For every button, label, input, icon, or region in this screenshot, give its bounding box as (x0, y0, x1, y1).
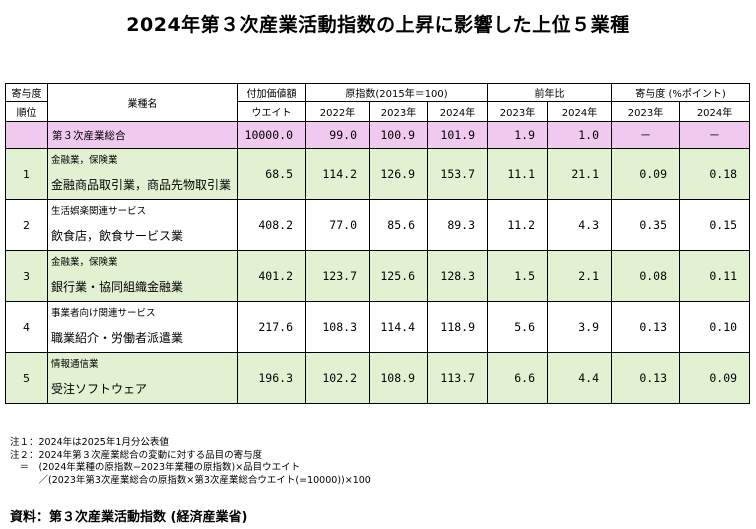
row-rank: 1 (5, 148, 48, 200)
row-idx-2022: 114.2 (305, 148, 370, 200)
row-yoy-2024: 3.9 (547, 301, 613, 353)
row-weight: 408.2 (237, 199, 306, 251)
row-idx-2024: 118.9 (426, 301, 489, 353)
header-index-2024: 2024年 (426, 101, 489, 122)
row-idx-2024: 128.3 (426, 250, 489, 302)
row-yoy-2024: 4.4 (547, 352, 613, 404)
row-idx-2023: 126.9 (369, 148, 428, 200)
row-idx-2022: 77.0 (305, 199, 370, 251)
row-rank: 3 (5, 250, 48, 302)
row-name: 職業紹介・労働者派遣業 (51, 331, 184, 345)
table-row: 5 情報通信業 受注ソフトウェア 196.3 102.2 108.9 113.7… (5, 352, 751, 404)
row-name: 飲食店，飲食サービス業 (51, 229, 184, 243)
row-category: 情報通信業 (51, 359, 99, 370)
total-contrib-2024: － (679, 121, 751, 149)
row-weight: 68.5 (237, 148, 306, 200)
total-yoy-2024: 1.0 (547, 121, 613, 149)
row-category: 金融業，保険業 (51, 155, 118, 166)
header-weight-top: 付加価値額 (237, 83, 306, 102)
header-contrib-2024: 2024年 (679, 101, 751, 122)
row-contrib-2023: 0.35 (611, 199, 681, 251)
table-row: 2 生活娯楽関連サービス 飲食店，飲食サービス業 408.2 77.0 85.6… (5, 199, 751, 251)
row-idx-2023: 108.9 (369, 352, 428, 404)
row-contrib-2023: 0.08 (611, 250, 681, 302)
row-category: 事業者向け関連サービス (51, 308, 156, 319)
row-category: 生活娯楽関連サービス (51, 206, 147, 217)
notes: 注１：2024年は2025年1月分公表値 注２：2024年第３次産業総合の変動に… (10, 437, 371, 487)
page-title: 2024年第３次産業活動指数の上昇に影響した上位５業種 (126, 14, 630, 36)
row-weight: 401.2 (237, 250, 306, 302)
row-contrib-2024: 0.10 (679, 301, 751, 353)
source-note: 資料：第３次産業活動指数 (経済産業省) (10, 510, 248, 525)
row-rank: 5 (5, 352, 48, 404)
note-line: 注１：2024年は2025年1月分公表値 (10, 437, 169, 448)
row-idx-2023: 125.6 (369, 250, 428, 302)
row-name: 金融商品取引業，商品先物取引業 (51, 178, 232, 192)
row-name: 受注ソフトウェア (51, 382, 148, 396)
table-row: 4 事業者向け関連サービス 職業紹介・労働者派遣業 217.6 108.3 11… (5, 301, 751, 353)
industry-table: 寄与度 業種名 付加価値額 原指数(2015年＝100) 前年比 寄与度 (%ポ… (5, 83, 751, 404)
header-index-group: 原指数(2015年＝100) (304, 83, 489, 102)
row-idx-2022: 123.7 (305, 250, 370, 302)
note-line: 注２：2024年第３次産業総合の変動に対する品目の寄与度 (10, 449, 263, 461)
header-yoy-2023: 2023年 (487, 101, 549, 122)
row-yoy-2023: 1.5 (487, 250, 549, 302)
header-contrib-2023: 2023年 (611, 101, 681, 122)
header-yoy-2024: 2024年 (547, 101, 613, 122)
row-industry: 金融業，保険業 金融商品取引業，商品先物取引業 (47, 148, 238, 200)
header-yoy-group: 前年比 (487, 83, 613, 102)
row-yoy-2023: 11.2 (487, 199, 549, 251)
row-idx-2024: 113.7 (426, 352, 489, 404)
row-idx-2023: 85.6 (369, 199, 428, 251)
note-line: ／(2023年第3次産業総合の原指数×第3次産業総合ウエイト(=10000))×… (10, 474, 371, 486)
total-name: 第３次産業総合 (47, 121, 238, 149)
row-weight: 217.6 (237, 301, 306, 353)
total-yoy-2023: 1.9 (487, 121, 549, 149)
row-category: 金融業，保険業 (51, 257, 118, 268)
row-contrib-2024: 0.18 (679, 148, 751, 200)
total-contrib-2023: － (611, 121, 681, 149)
note-line: ＝ (2024年業種の原指数−2023年業種の原指数)×品目ウエイト (10, 462, 301, 473)
row-idx-2022: 108.3 (305, 301, 370, 353)
table-row: 1 金融業，保険業 金融商品取引業，商品先物取引業 68.5 114.2 126… (5, 148, 751, 200)
header-weight-bottom: ウエイト (237, 101, 306, 122)
total-weight: 10000.0 (237, 121, 306, 149)
row-yoy-2023: 11.1 (487, 148, 549, 200)
row-yoy-2023: 5.6 (487, 301, 549, 353)
header-index-2023: 2023年 (369, 101, 428, 122)
table-row: 3 金融業，保険業 銀行業・協同組織金融業 401.2 123.7 125.6 … (5, 250, 751, 302)
header-rank-bottom: 順位 (5, 101, 48, 122)
header-rank-top: 寄与度 (5, 83, 48, 102)
row-contrib-2024: 0.11 (679, 250, 751, 302)
row-rank: 4 (5, 301, 48, 353)
row-contrib-2023: 0.13 (611, 301, 681, 353)
total-row: 第３次産業総合 10000.0 99.0 100.9 101.9 1.9 1.0… (5, 121, 751, 149)
row-idx-2024: 153.7 (426, 148, 489, 200)
row-idx-2022: 102.2 (305, 352, 370, 404)
row-contrib-2024: 0.15 (679, 199, 751, 251)
row-yoy-2024: 21.1 (547, 148, 613, 200)
row-industry: 情報通信業 受注ソフトウェア (47, 352, 238, 404)
row-rank: 2 (5, 199, 48, 251)
row-industry: 生活娯楽関連サービス 飲食店，飲食サービス業 (47, 199, 238, 251)
row-weight: 196.3 (237, 352, 306, 404)
row-idx-2024: 89.3 (426, 199, 489, 251)
total-idx-2022: 99.0 (305, 121, 370, 149)
row-industry: 金融業，保険業 銀行業・協同組織金融業 (47, 250, 238, 302)
header-contrib-group: 寄与度 (%ポイント) (611, 83, 751, 102)
row-name: 銀行業・協同組織金融業 (51, 280, 184, 294)
total-rank (5, 121, 48, 149)
row-yoy-2024: 2.1 (547, 250, 613, 302)
header-industry: 業種名 (47, 83, 238, 122)
row-idx-2023: 114.4 (369, 301, 428, 353)
total-idx-2024: 101.9 (426, 121, 489, 149)
row-industry: 事業者向け関連サービス 職業紹介・労働者派遣業 (47, 301, 238, 353)
row-yoy-2023: 6.6 (487, 352, 549, 404)
header-index-2022: 2022年 (305, 101, 370, 122)
row-contrib-2023: 0.09 (611, 148, 681, 200)
row-contrib-2023: 0.13 (611, 352, 681, 404)
total-idx-2023: 100.9 (369, 121, 428, 149)
row-contrib-2024: 0.09 (679, 352, 751, 404)
row-yoy-2024: 4.3 (547, 199, 613, 251)
